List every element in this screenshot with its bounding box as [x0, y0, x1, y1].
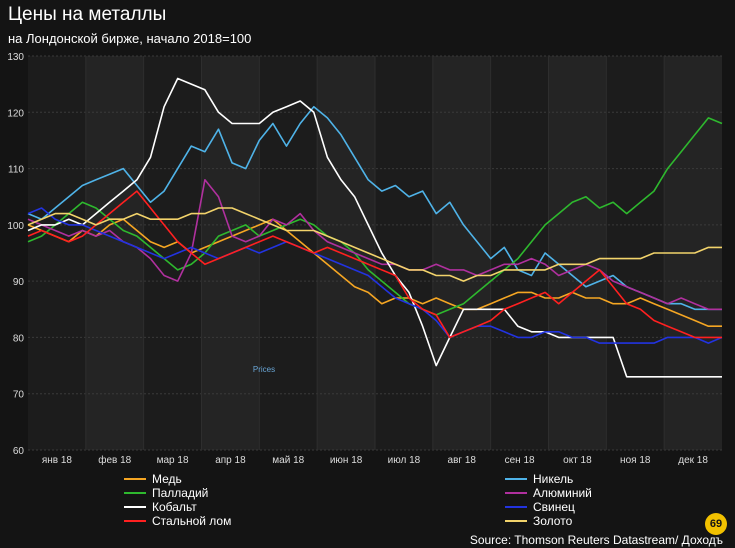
chart-subtitle: на Лондонской бирже, начало 2018=100 — [8, 31, 252, 46]
series-line — [27, 207, 722, 282]
legend-label: Стальной лом — [152, 514, 231, 528]
x-tick-label: дек 18 — [678, 455, 708, 466]
chart-watermark: Prices — [253, 365, 275, 374]
x-tick-label: апр 18 — [215, 455, 246, 466]
x-tick-label: янв 18 — [42, 455, 73, 466]
legend-label: Медь — [152, 472, 182, 486]
x-tick-label: ноя 18 — [620, 455, 651, 466]
y-tick-label: 60 — [13, 446, 25, 457]
legend-label: Кобальт — [152, 500, 197, 514]
x-tick-label: авг 18 — [448, 455, 477, 466]
x-tick-label: сен 18 — [505, 455, 535, 466]
x-tick-label: окт 18 — [563, 455, 592, 466]
chart-title: Цены на металлы — [8, 4, 167, 25]
series-line — [27, 117, 723, 316]
month-band — [317, 56, 375, 450]
legend-label: Алюминий — [533, 486, 592, 500]
x-tick-label: июн 18 — [330, 455, 363, 466]
legend-label: Свинец — [533, 500, 575, 514]
month-band — [85, 56, 144, 450]
y-tick-label: 80 — [13, 333, 25, 344]
series-line — [27, 179, 722, 311]
x-tick-label: мар 18 — [157, 455, 189, 466]
x-tick-label: фев 18 — [98, 454, 131, 466]
series-line — [27, 77, 722, 378]
y-tick-label: 130 — [7, 52, 24, 63]
y-tick-label: 110 — [8, 165, 24, 176]
y-tick-label: 90 — [13, 277, 25, 288]
legend-label: Никель — [533, 472, 573, 486]
y-tick-label: 120 — [7, 108, 24, 119]
x-tick-label: июл 18 — [388, 455, 421, 466]
y-tick-label: 100 — [7, 221, 24, 232]
y-tick-label: 70 — [13, 390, 25, 401]
series-line — [27, 190, 722, 339]
month-band — [432, 56, 491, 450]
series-line — [27, 218, 722, 328]
dohod-logo: 69 — [705, 513, 727, 535]
month-band — [548, 56, 607, 450]
source-note: Source: Thomson Reuters Datastream/ Дохо… — [469, 533, 723, 547]
x-tick-label: май 18 — [272, 455, 304, 466]
legend-label: Палладий — [152, 486, 208, 500]
legend-label: Золото — [533, 514, 573, 528]
series-line — [27, 207, 723, 344]
